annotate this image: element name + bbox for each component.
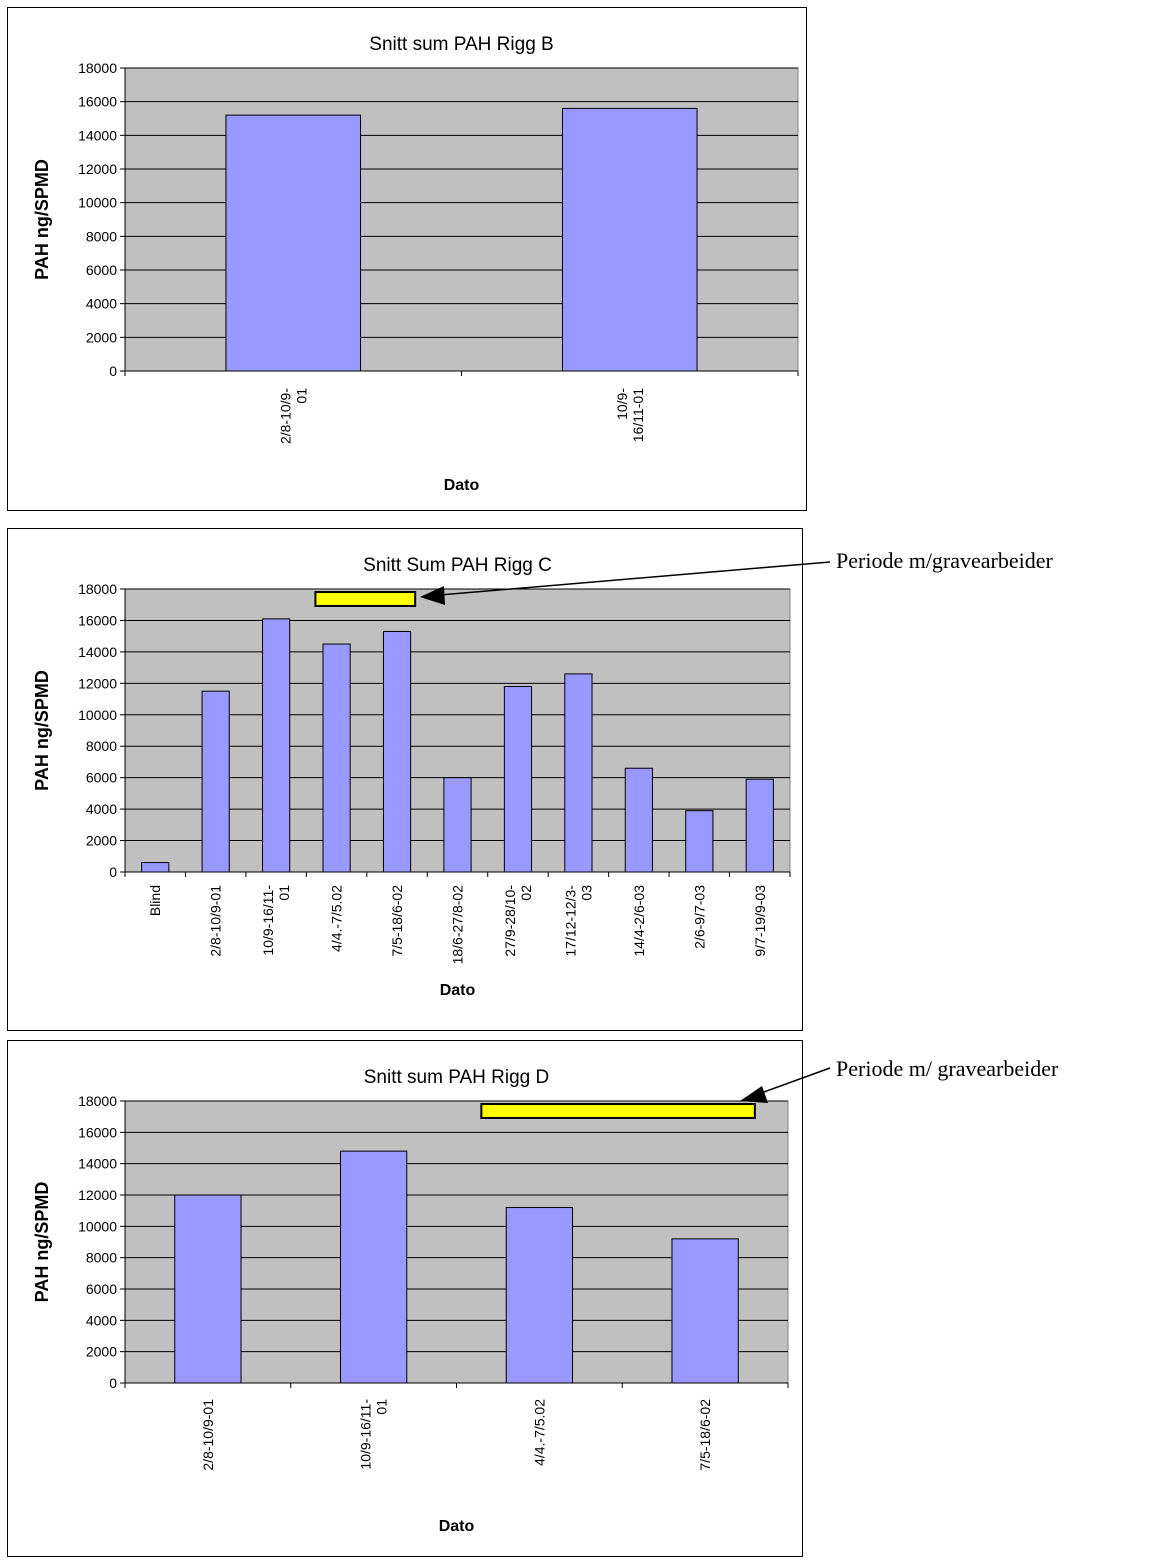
c1-bar-1 bbox=[201, 690, 230, 873]
c1-highlight-period bbox=[314, 591, 417, 607]
c2-x-tick-label: 10/9-16/11- bbox=[358, 1399, 374, 1470]
c0-title: Snitt sum PAH Rigg B bbox=[369, 34, 553, 55]
c1-x-tick-label: 27/9-28/10- bbox=[502, 885, 518, 957]
c1-x-tick-label: 18/6-27/8-02 bbox=[450, 885, 466, 965]
c0-x-label: Dato bbox=[444, 477, 480, 494]
c2-x-tick-label: 2/8-10/9-01 bbox=[200, 1399, 216, 1471]
c1-x-tick-label: 4/4.-7/5.02 bbox=[329, 885, 345, 952]
c2-bar-0 bbox=[174, 1194, 242, 1384]
c1-y-tick-label: 2000 bbox=[86, 833, 117, 849]
c0-x-tick-label: 10/9- bbox=[614, 388, 630, 420]
c1-bar-8 bbox=[624, 767, 653, 873]
c1-x-tick-label: 10/9-16/11- bbox=[260, 885, 276, 956]
c2-bar-1 bbox=[339, 1150, 408, 1384]
c2-bar-3 bbox=[671, 1238, 739, 1384]
c0-y-tick-label: 12000 bbox=[78, 161, 117, 177]
c0-bar-0 bbox=[225, 114, 362, 372]
c2-y-tick-label: 12000 bbox=[78, 1187, 117, 1203]
c0-y-tick-label: 16000 bbox=[78, 94, 117, 110]
c1-y-tick-label: 0 bbox=[109, 864, 117, 880]
c1-y-tick-label: 4000 bbox=[86, 801, 117, 817]
c2-y-label: PAH ng/SPMD bbox=[32, 1182, 52, 1303]
c0-y-label: PAH ng/SPMD bbox=[32, 159, 52, 280]
c2-x-tick-label: 01 bbox=[374, 1399, 390, 1415]
c2-y-tick-label: 14000 bbox=[78, 1156, 117, 1172]
c0-y-tick-label: 14000 bbox=[78, 127, 117, 143]
c2-bar-2 bbox=[505, 1207, 574, 1384]
chart-rigg-d: 0 2000 4000 6000 8000 10000 12000 14000 16000 180… bbox=[7, 1040, 803, 1557]
c1-bar-6 bbox=[503, 685, 533, 873]
c1-y-tick-label: 12000 bbox=[78, 675, 117, 691]
c1-x-tick-label: 01 bbox=[276, 885, 292, 901]
c1-title: Snitt Sum PAH Rigg C bbox=[363, 555, 552, 576]
c1-x-tick-label: 9/7-19/9-03 bbox=[752, 885, 768, 957]
c1-bar-9 bbox=[685, 810, 714, 873]
c2-y-tick-label: 10000 bbox=[78, 1218, 117, 1234]
c2-y-tick-label: 0 bbox=[109, 1375, 117, 1391]
c1-x-label: Dato bbox=[440, 982, 476, 999]
c1-x-tick-label: 7/5-18/6-02 bbox=[389, 885, 405, 957]
c0-y-tick-label: 8000 bbox=[86, 228, 117, 244]
c0-y-tick-label: 18000 bbox=[78, 60, 117, 76]
c1-y-tick-label: 10000 bbox=[78, 707, 117, 723]
chart-rigg-c-svg: 0 2000 4000 6000 8000 10000 12000 14000 16000 180… bbox=[32, 555, 791, 999]
c2-x-tick-label: 7/5-18/6-02 bbox=[697, 1399, 713, 1471]
c1-bar-7 bbox=[564, 673, 593, 873]
c1-y-tick-label: 16000 bbox=[78, 612, 117, 628]
c0-y-tick-label: 2000 bbox=[86, 329, 117, 345]
c1-y-tick-label: 18000 bbox=[78, 581, 117, 597]
c1-x-tick-label: 17/12-12/3- bbox=[562, 885, 578, 957]
annotation-rigg-c: Periode m/gravearbeider bbox=[836, 548, 1053, 573]
c0-x-tick-label: 16/11-01 bbox=[630, 388, 646, 442]
c1-y-tick-label: 8000 bbox=[86, 738, 117, 754]
c1-x-tick-label: 2/8-10/9-01 bbox=[208, 885, 224, 957]
c2-y-tick-label: 16000 bbox=[78, 1124, 117, 1140]
c0-y-tick-label: 6000 bbox=[86, 262, 117, 278]
c1-bar-3 bbox=[322, 643, 351, 873]
c2-y-tick-label: 4000 bbox=[86, 1312, 117, 1328]
c0-x-tick-label: 2/8-10/9- bbox=[277, 388, 293, 444]
c2-highlight-period bbox=[480, 1103, 756, 1119]
c1-bar-2 bbox=[262, 618, 291, 873]
c2-x-tick-label: 4/4.-7/5.02 bbox=[531, 1399, 547, 1466]
c2-y-tick-label: 18000 bbox=[78, 1093, 117, 1109]
c2-x-label: Dato bbox=[439, 1518, 475, 1535]
c0-x-tick-label: 01 bbox=[293, 388, 309, 404]
chart-rigg-d-svg: 0 2000 4000 6000 8000 10000 12000 14000 16000 180… bbox=[32, 1067, 789, 1535]
c2-y-tick-label: 6000 bbox=[86, 1281, 117, 1297]
annotation-rigg-d: Periode m/ gravearbeider bbox=[836, 1056, 1059, 1081]
c2-y-tick-label: 8000 bbox=[86, 1250, 117, 1266]
chart-rigg-b: 0 2000 4000 6000 8000 10000 12000 14000 16000 180… bbox=[7, 7, 807, 511]
c1-bar-10 bbox=[745, 778, 774, 873]
c0-y-tick-label: 4000 bbox=[86, 296, 117, 312]
c2-y-tick-label: 2000 bbox=[86, 1344, 117, 1360]
c0-bar-1 bbox=[561, 107, 698, 372]
c0-y-tick-label: 0 bbox=[109, 363, 117, 379]
c1-x-tick-label: 14/4-2/6-03 bbox=[631, 885, 647, 957]
c1-x-tick-label: 03 bbox=[578, 885, 594, 901]
c1-x-tick-label: 02 bbox=[518, 885, 534, 901]
chart-rigg-c: 0 2000 4000 6000 8000 10000 12000 14000 16000 180… bbox=[7, 528, 803, 1031]
c1-bar-5 bbox=[443, 777, 472, 873]
c0-y-tick-label: 10000 bbox=[78, 195, 117, 211]
c1-y-label: PAH ng/SPMD bbox=[32, 670, 52, 791]
c1-x-tick-label: 2/6-9/7-03 bbox=[691, 885, 707, 949]
c2-title: Snitt sum PAH Rigg D bbox=[364, 1067, 549, 1088]
c1-y-tick-label: 6000 bbox=[86, 770, 117, 786]
chart-rigg-b-svg: 0 2000 4000 6000 8000 10000 12000 14000 16000 180… bbox=[32, 34, 799, 494]
c1-bar-0 bbox=[141, 862, 170, 873]
c1-x-tick-label: Blind bbox=[147, 885, 163, 916]
c1-y-tick-label: 14000 bbox=[78, 644, 117, 660]
c1-bar-4 bbox=[382, 630, 412, 873]
